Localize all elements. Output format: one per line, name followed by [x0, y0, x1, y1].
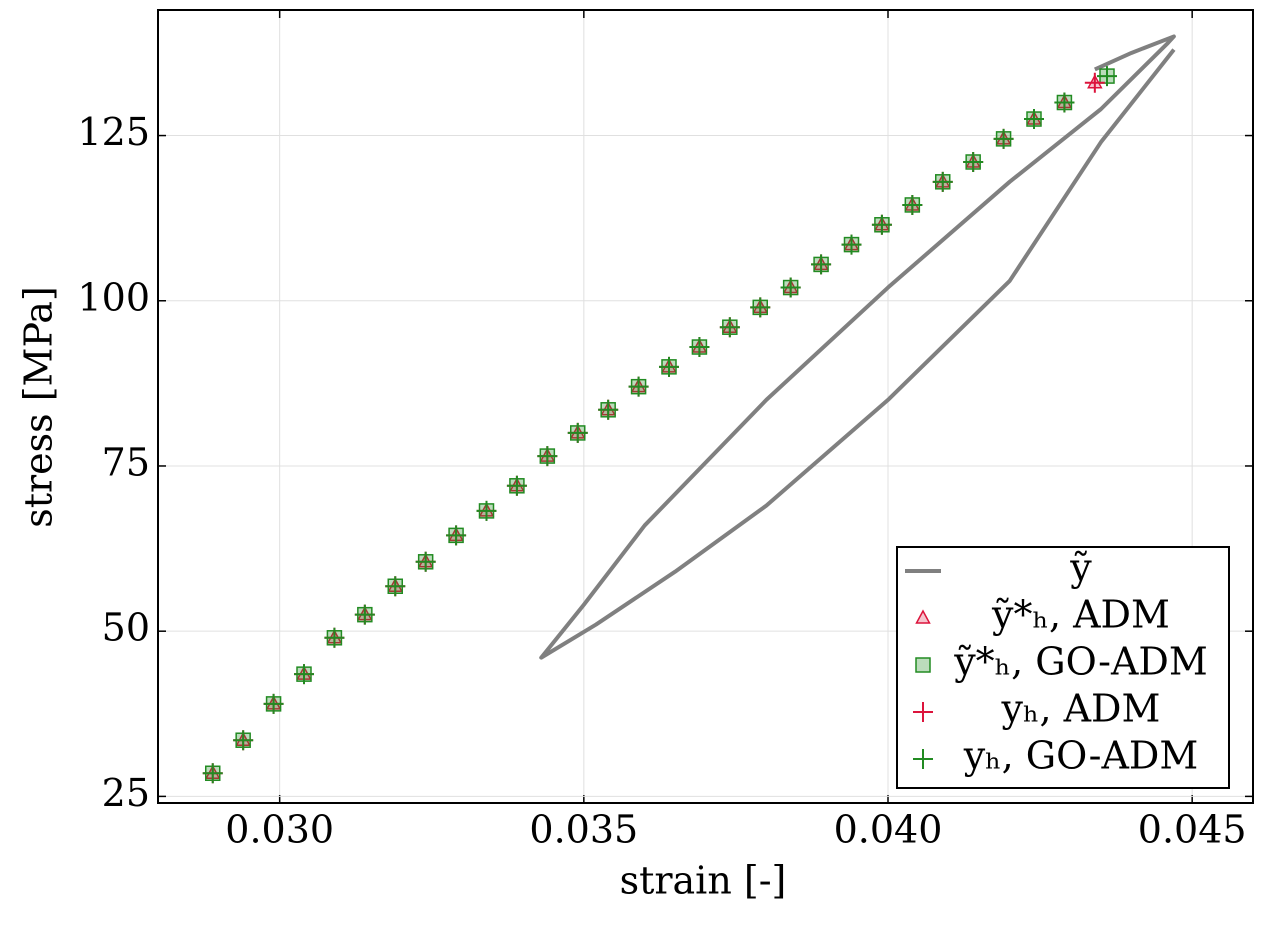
plus-marker [263, 693, 284, 714]
plus-marker [415, 551, 436, 572]
y-tick-label: 75 [102, 440, 150, 484]
plot-frame [157, 9, 1254, 804]
plus-marker [628, 376, 649, 397]
x-tick-label: 0.045 [1138, 808, 1247, 852]
x-tick-label: 0.040 [834, 808, 943, 852]
plus-marker [446, 525, 467, 546]
plus-marker [963, 151, 984, 172]
plus-marker [993, 128, 1014, 149]
plus-marker [202, 763, 223, 784]
plus-marker [871, 214, 892, 235]
plus-marker [324, 627, 345, 648]
plus-marker [476, 500, 497, 521]
plus-marker [598, 399, 619, 420]
x-axis-label: strain [-] [620, 859, 787, 903]
y-axis-label: stress [MPa] [17, 286, 61, 528]
y-tick-label: 50 [102, 606, 150, 650]
plus-marker [1097, 66, 1117, 87]
plus-marker [233, 730, 254, 751]
plus-marker [913, 702, 933, 722]
plus-marker [567, 422, 588, 443]
plus-marker [385, 576, 406, 597]
square-marker [915, 657, 931, 673]
legend-label: yₕ, ADM [1001, 687, 1161, 731]
plus-marker [1024, 109, 1044, 130]
legend-label: ỹ*ₕ, ADM [991, 593, 1170, 637]
plus-marker [294, 664, 314, 685]
plus-marker [913, 749, 933, 769]
series-line [539, 34, 1176, 660]
plus-marker [750, 297, 771, 318]
plus-marker [506, 475, 527, 496]
y-tick-label: 25 [102, 771, 150, 815]
triangle-marker [915, 609, 931, 624]
plus-marker [1084, 72, 1105, 93]
plus-marker [354, 604, 375, 625]
plus-marker [689, 337, 710, 358]
legend-label: ỹ*ₕ, GO-ADM [953, 640, 1208, 684]
legend-box [896, 546, 1230, 789]
x-tick-label: 0.035 [529, 808, 638, 852]
plus-marker [841, 234, 862, 255]
plus-marker [719, 317, 740, 338]
plus-marker [659, 356, 679, 377]
plus-marker [780, 277, 801, 298]
plus-marker [537, 446, 558, 467]
legend-label: yₕ, GO-ADM [963, 734, 1199, 778]
plus-marker [1054, 92, 1075, 113]
plus-marker [932, 171, 953, 192]
plus-marker [902, 194, 923, 215]
legend-label: ỹ [1069, 546, 1092, 590]
y-tick-label: 125 [77, 110, 150, 154]
y-tick-label: 100 [77, 275, 150, 319]
plus-marker [811, 254, 832, 275]
x-tick-label: 0.030 [225, 808, 334, 852]
